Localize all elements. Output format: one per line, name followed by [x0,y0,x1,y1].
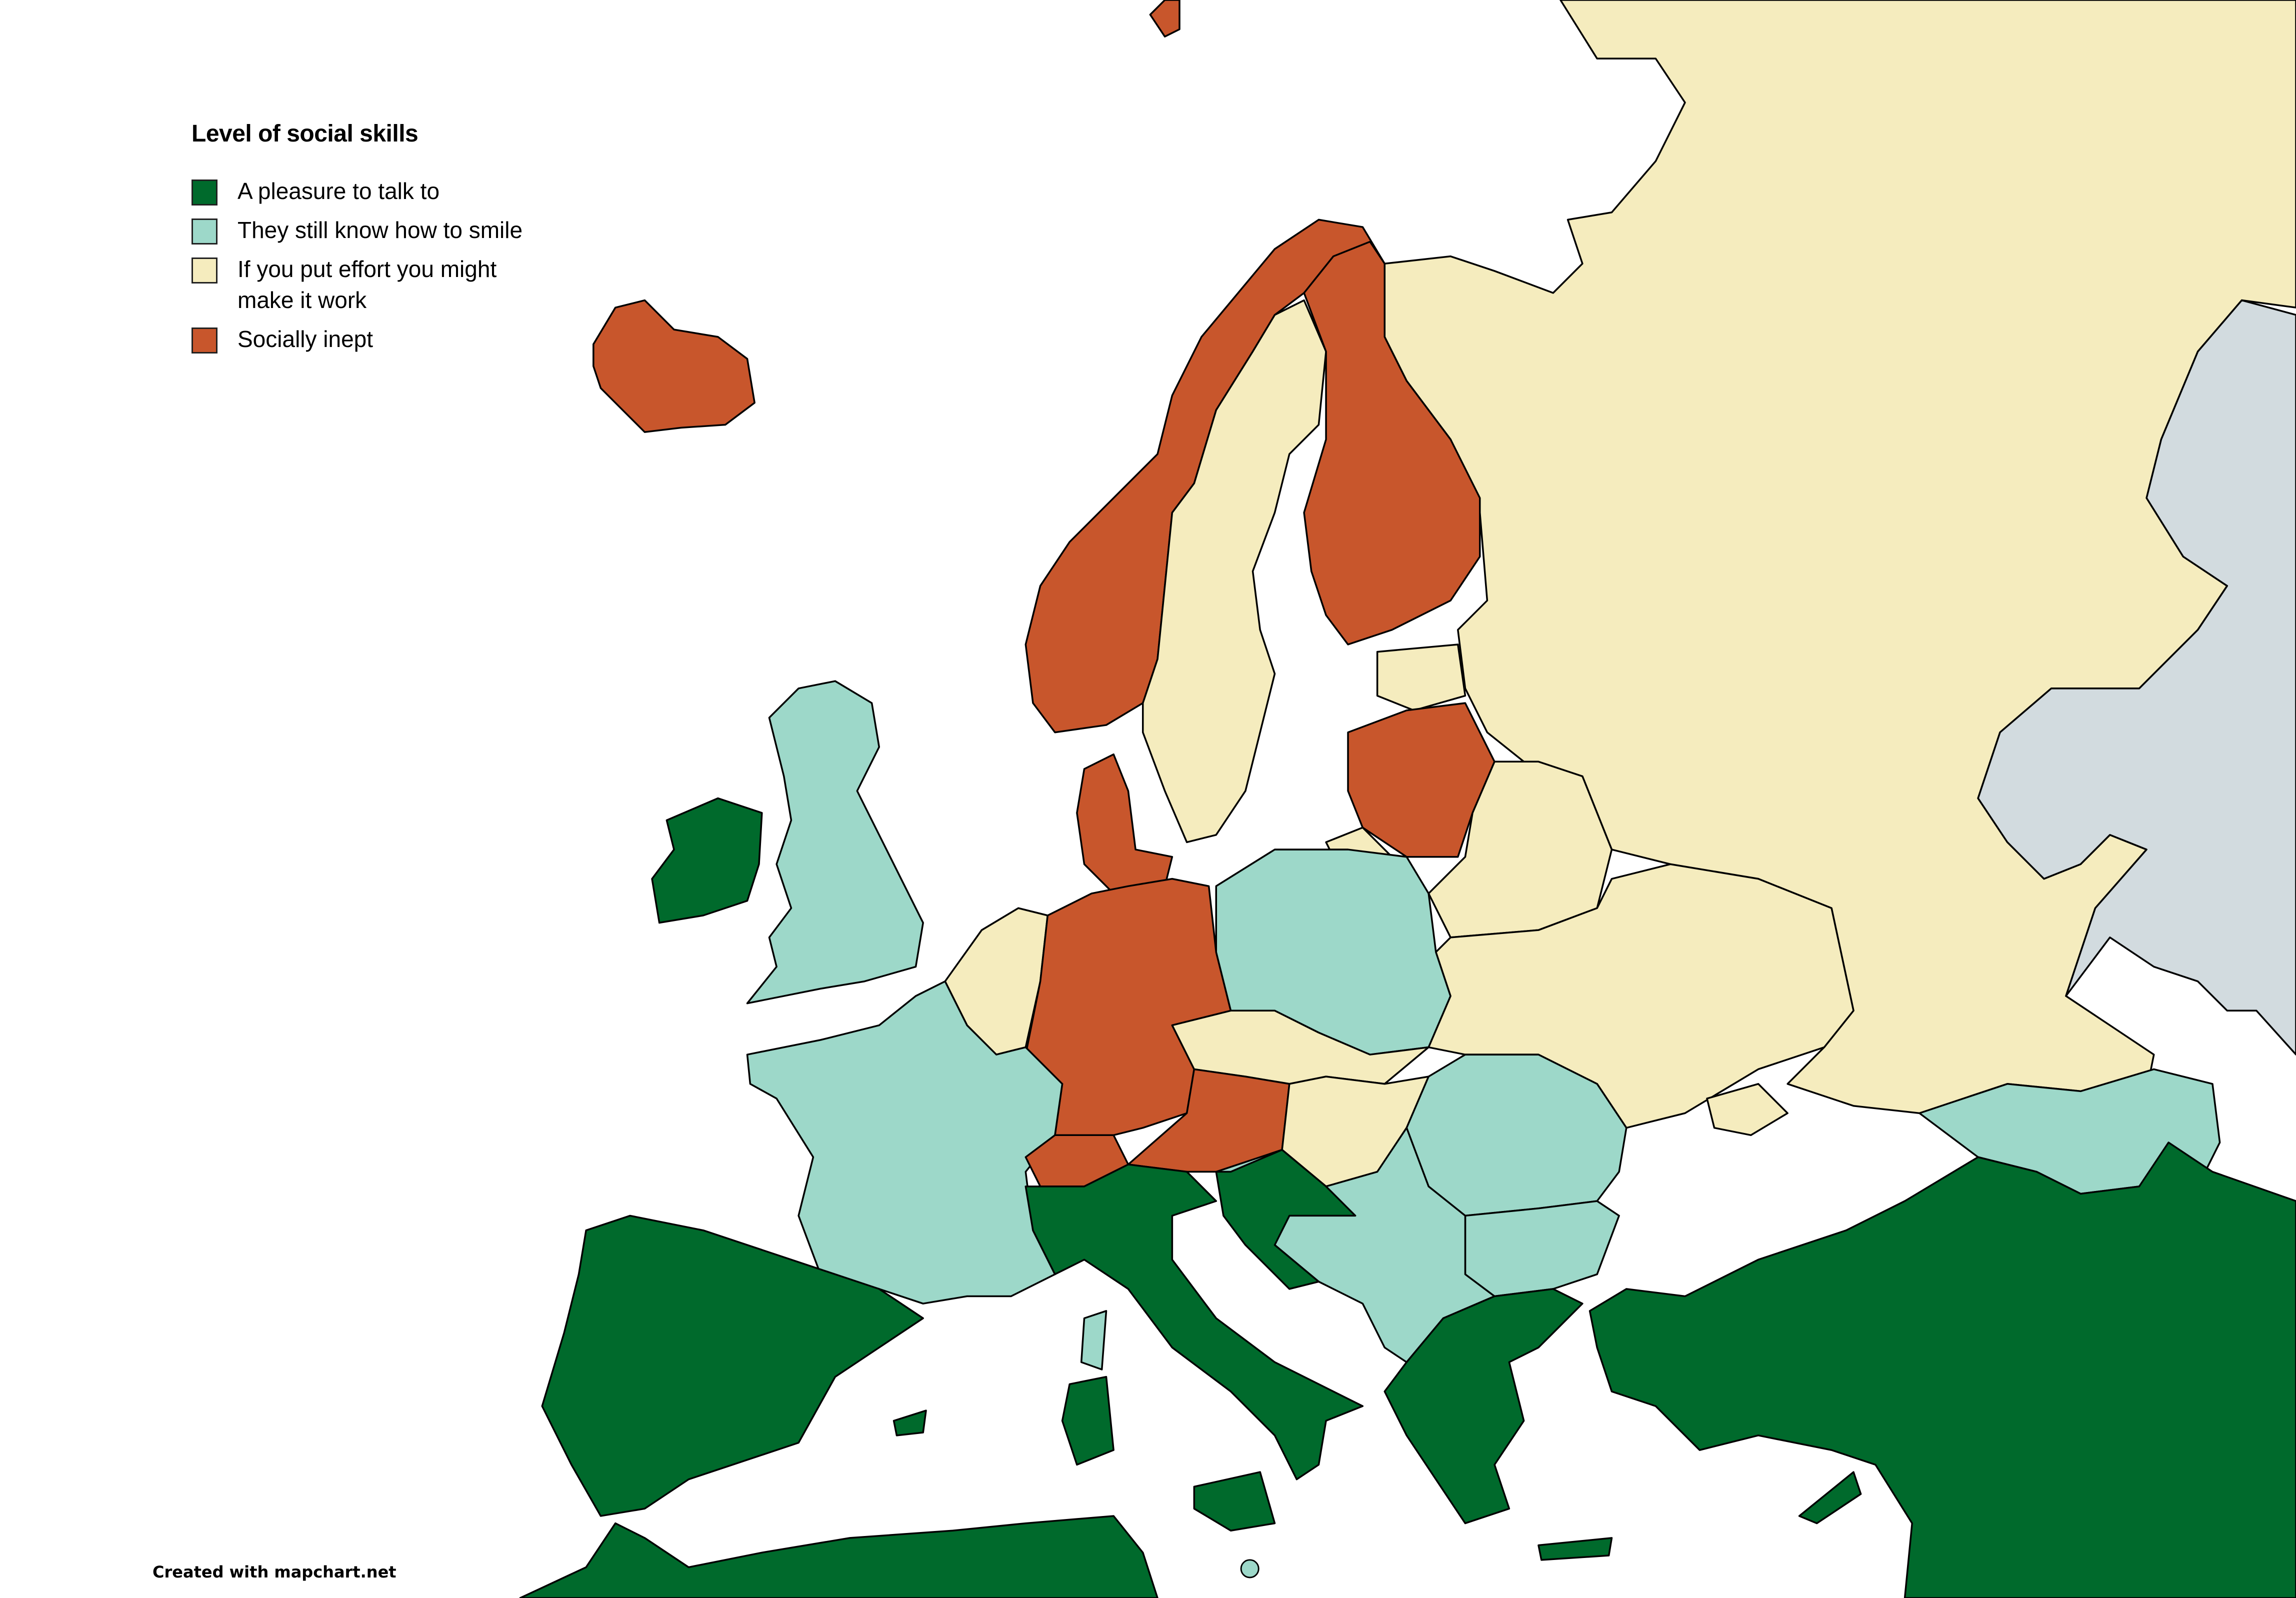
legend-swatch-cream [192,258,218,284]
region-estonia [1376,644,1466,712]
legend: Level of social skills A pleasure to tal… [192,120,558,366]
region-denmark [1076,753,1174,894]
region-sweden [1142,299,1327,844]
region-crimea [1706,1083,1788,1136]
region-finland [1303,240,1481,646]
region-malta [1240,1559,1260,1578]
region-cyprus [1798,1471,1862,1524]
region-balearics [892,1410,927,1436]
region-slovenia-croatia [1215,1148,1356,1290]
legend-title: Level of social skills [192,120,418,147]
region-uk [746,680,924,1004]
legend-item-pleasure: A pleasure to talk to [192,178,558,206]
region-bulgaria [1464,1200,1620,1298]
region-greece [1384,1288,1584,1524]
region-italy [1024,1164,1364,1480]
legend-swatch-orange [192,328,218,354]
legend-label: Socially inept [238,326,374,352]
legend-item-effort: If you put effort you might make it work [192,256,558,316]
legend-label: They still know how to smile [238,217,523,243]
region-corsica [1080,1310,1108,1370]
region-sicily [1193,1471,1276,1532]
credit-text: Created with mapchart.net [152,1562,396,1582]
region-kazakhstan [1977,299,2296,1056]
legend-label: If you put effort you might make it work [238,256,497,313]
legend-swatch-teal [192,218,218,244]
legend-label: A pleasure to talk to [238,178,440,204]
legend-item-inept: Socially inept [192,326,558,354]
region-iceland [592,299,756,433]
region-svalbard-tip [1149,0,1180,38]
region-turkey-middle-east [1588,1142,2296,1598]
region-north-africa [519,1515,1158,1598]
region-crete [1538,1537,1613,1561]
region-iberia [541,1214,924,1517]
legend-swatch-green [192,180,218,206]
region-latvia-lithuania [1347,702,1496,858]
region-sardinia [1061,1376,1114,1466]
region-ireland [651,797,763,924]
legend-item-smile: They still know how to smile [192,217,558,246]
